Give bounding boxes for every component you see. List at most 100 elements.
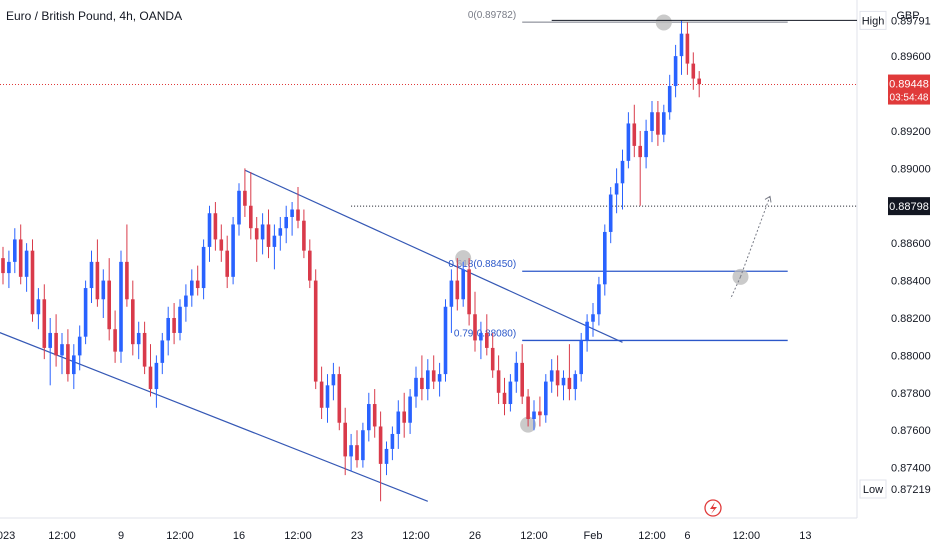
candle — [544, 374, 548, 423]
candle-body — [184, 295, 188, 307]
time-tick-label: 23 — [351, 530, 363, 542]
candle-body — [54, 332, 58, 356]
candle-body — [691, 63, 696, 79]
candle-body — [101, 280, 106, 300]
candle — [166, 306, 170, 356]
candle-body — [443, 306, 448, 375]
candle — [296, 187, 300, 229]
event-lightning-icon — [704, 499, 722, 517]
time-tick-label: 12:00 — [733, 530, 761, 542]
candle-body — [260, 224, 265, 240]
level-price-value: 0.88798 — [889, 201, 929, 213]
candle-body — [89, 261, 94, 289]
candle-body — [561, 377, 566, 386]
candle — [455, 258, 460, 311]
candle-body — [83, 288, 88, 337]
candle — [691, 52, 696, 90]
candle — [290, 202, 294, 236]
candle — [254, 216, 259, 262]
candle-body — [7, 261, 11, 274]
price-tick-label: 0.88400 — [891, 276, 931, 288]
price-tick-label: 0.87600 — [891, 425, 931, 437]
candle-body — [219, 239, 224, 251]
candle-body — [319, 381, 324, 408]
candle-body — [337, 374, 342, 423]
candle-body — [148, 366, 153, 390]
candle-body — [207, 213, 212, 247]
candle-body — [13, 239, 17, 262]
candle — [243, 168, 247, 217]
candle-body — [697, 78, 701, 85]
time-tick-label: 9 — [118, 530, 124, 542]
candle-body — [585, 321, 589, 341]
candle — [30, 239, 35, 322]
candle — [461, 261, 465, 307]
candle — [443, 299, 448, 382]
candle-body — [656, 112, 660, 135]
candle-body — [60, 344, 64, 356]
candle — [349, 433, 353, 472]
candle — [656, 101, 660, 146]
candle-body — [66, 344, 70, 375]
candle — [673, 44, 678, 98]
candle — [154, 355, 159, 408]
candle-body — [361, 430, 365, 461]
candle-body — [473, 314, 477, 341]
pivot-marker — [655, 14, 672, 31]
candle — [125, 224, 129, 307]
level-price-tag — [888, 197, 930, 216]
candle — [567, 344, 572, 401]
high-tag — [859, 10, 887, 30]
candle-body — [284, 216, 288, 229]
candle — [272, 224, 277, 270]
candle-body — [195, 280, 200, 289]
candle-body — [107, 280, 111, 330]
low-value: 0.87219 — [891, 484, 931, 496]
price-tick-label: 0.88000 — [891, 350, 931, 362]
candle-body — [620, 160, 625, 184]
candle-body — [467, 269, 471, 315]
candle-body — [420, 377, 424, 390]
candle — [355, 430, 359, 468]
candle-body — [662, 112, 666, 135]
time-tick-label: 2023 — [0, 530, 15, 542]
candle-body — [603, 231, 607, 285]
candle — [473, 291, 477, 352]
candle-body — [644, 130, 648, 158]
candle — [367, 392, 371, 442]
candle — [225, 235, 229, 289]
candle — [526, 389, 530, 427]
candle-body — [190, 280, 194, 296]
candle-body — [455, 280, 460, 300]
candle — [77, 325, 82, 371]
candle-body — [48, 332, 52, 348]
time-tick-label: 26 — [469, 530, 481, 542]
candle — [508, 374, 513, 412]
current-price-tag — [888, 74, 930, 105]
candle — [697, 71, 701, 98]
candle-body — [349, 445, 353, 457]
candle — [390, 426, 395, 461]
candle — [514, 351, 519, 393]
candle-body — [508, 381, 513, 405]
candle — [396, 400, 401, 449]
candle — [7, 250, 11, 289]
candle-body — [402, 411, 406, 423]
candle-body — [18, 239, 23, 277]
candle — [148, 344, 153, 397]
candle — [555, 355, 560, 397]
candle-body — [502, 392, 507, 405]
price-tick-label: 0.87400 — [891, 463, 931, 475]
candle-body — [673, 56, 678, 87]
candle — [237, 183, 241, 236]
candle-body — [685, 33, 690, 64]
candle-body — [514, 362, 519, 382]
candle-body — [201, 246, 206, 289]
candle — [131, 280, 135, 356]
candle-body — [266, 224, 271, 247]
candle — [213, 202, 218, 251]
candle — [24, 243, 29, 292]
candle — [549, 359, 554, 393]
candle-body — [24, 250, 29, 277]
